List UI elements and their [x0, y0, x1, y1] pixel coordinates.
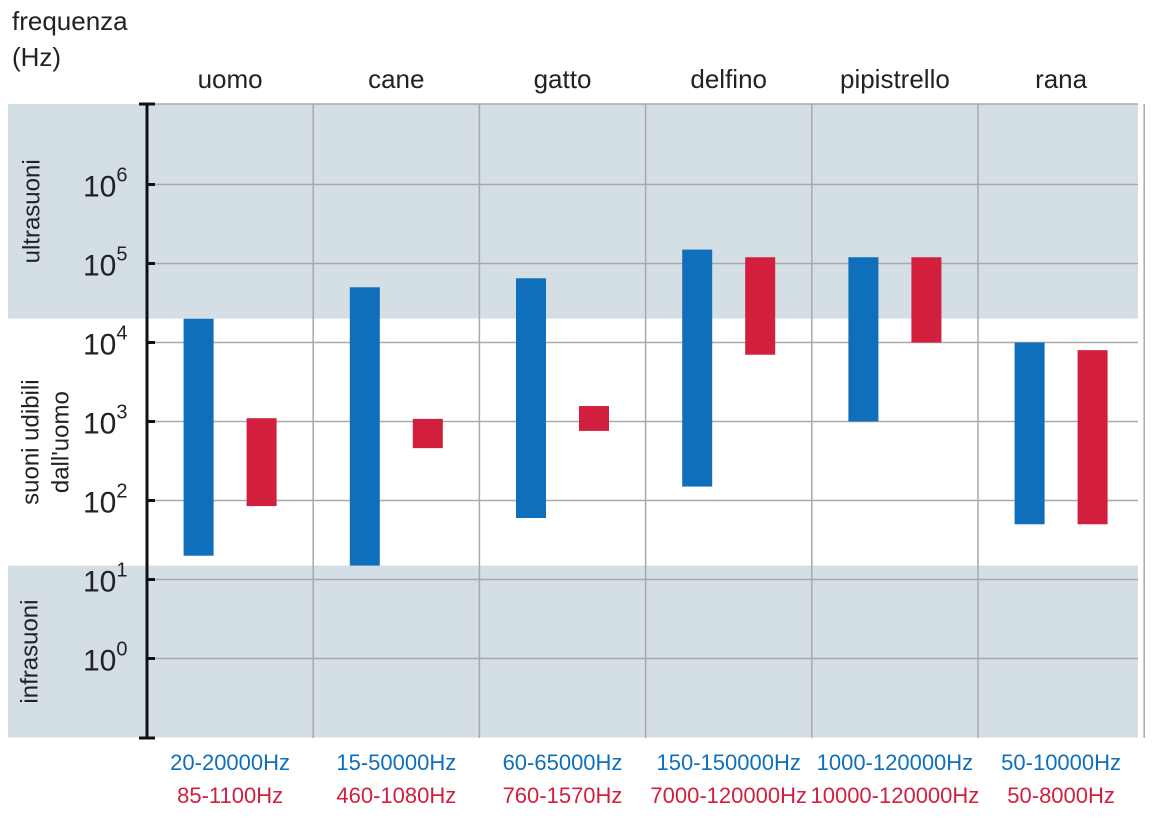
y-tick-base: 10 [83, 566, 116, 599]
y-tick-label: 102 [83, 481, 128, 520]
range-bar [1077, 350, 1108, 525]
y-tick-label: 103 [83, 402, 128, 441]
band-1 [8, 318, 1138, 566]
range-bar [349, 287, 380, 566]
category-label: pipistrello [840, 64, 950, 94]
y-tick-exponent: 1 [116, 560, 127, 582]
y-tick-label: 100 [83, 639, 128, 678]
y-tick-exponent: 6 [116, 165, 127, 187]
range-label: 1000-120000Hz [817, 750, 974, 775]
range-bar [1014, 342, 1045, 525]
range-bars [183, 249, 1108, 566]
labels: ultrasuoni suoni udibili dall'uomo infrasuo… [12, 6, 1121, 808]
category-label: delfino [690, 64, 767, 94]
grid [147, 103, 1145, 738]
range-label: 10000-120000Hz [810, 783, 979, 808]
range-bar [516, 278, 546, 519]
category-label: rana [1035, 64, 1088, 94]
range-bar [246, 418, 277, 507]
y-tick-exponent: 4 [116, 323, 127, 345]
range-bar [183, 318, 214, 556]
range-label: 50-8000Hz [1007, 783, 1115, 808]
category-label: uomo [198, 64, 263, 94]
band-label: suoni udibili [18, 379, 45, 504]
range-bar [682, 249, 713, 487]
range-label: 85-1100Hz [177, 783, 283, 808]
y-tick-exponent: 2 [116, 481, 127, 503]
y-tick-exponent: 5 [116, 244, 127, 266]
y-tick-base: 10 [83, 645, 116, 678]
y-tick-exponent: 0 [116, 639, 127, 661]
range-label: 15-50000Hz [336, 750, 456, 775]
y-tick-base: 10 [83, 250, 116, 283]
range-bar [412, 418, 443, 449]
range-label: 20-20000Hz [170, 750, 290, 775]
range-label: 7000-120000Hz [650, 783, 807, 808]
range-bar [745, 257, 776, 355]
range-bar [848, 257, 879, 422]
category-label: cane [368, 64, 424, 94]
y-tick-base: 10 [83, 487, 116, 520]
y-tick-label: 106 [83, 165, 128, 204]
y-tick-exponent: 3 [116, 402, 127, 424]
y-axis-title: frequenza [12, 6, 128, 36]
band-2 [8, 565, 1138, 738]
y-tick-label: 104 [83, 323, 128, 362]
range-label: 50-10000Hz [1001, 750, 1121, 775]
band-label: infrasuoni [17, 600, 44, 704]
category-label: gatto [534, 64, 592, 94]
band-label: dall'uomo [48, 391, 75, 493]
band-0 [8, 104, 1138, 319]
range-bar [579, 406, 609, 431]
y-axis [139, 102, 155, 740]
range-label: 460-1080Hz [336, 783, 456, 808]
y-tick-base: 10 [83, 329, 116, 362]
range-label: 150-150000Hz [657, 750, 801, 775]
y-axis-title: (Hz) [12, 42, 61, 72]
band-label: ultrasuoni [19, 159, 46, 263]
y-tick-base: 10 [83, 408, 116, 441]
range-bar [911, 257, 942, 343]
range-label: 60-65000Hz [503, 750, 623, 775]
range-label: 760-1570Hz [503, 783, 623, 808]
y-tick-label: 105 [83, 244, 128, 283]
y-tick-base: 10 [83, 171, 116, 204]
y-tick-label: 101 [83, 560, 128, 599]
